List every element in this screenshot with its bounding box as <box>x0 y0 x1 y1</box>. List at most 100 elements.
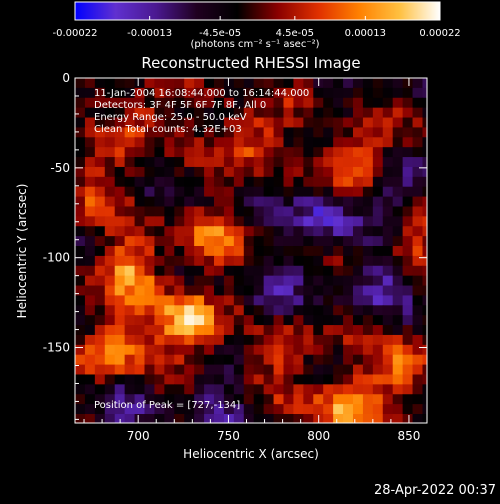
heatmap-cell <box>124 226 136 237</box>
heatmap-cell <box>243 147 255 158</box>
heatmap-cell <box>184 137 195 148</box>
heatmap-cell <box>323 364 334 376</box>
heatmap-cell <box>204 117 215 129</box>
heatmap-cell <box>164 414 175 423</box>
heatmap-cell <box>313 246 324 257</box>
heatmap-cell <box>323 137 334 148</box>
heatmap-cell <box>313 305 324 316</box>
heatmap-cell <box>392 344 404 356</box>
heatmap-cell <box>213 147 225 158</box>
heatmap-cell <box>213 87 225 99</box>
heatmap-cell <box>432 187 443 197</box>
heatmap-cell <box>105 424 116 434</box>
heatmap-cell <box>213 107 225 119</box>
heatmap-cell <box>412 236 424 247</box>
heatmap-cell <box>223 166 235 178</box>
heatmap-cell <box>412 186 424 198</box>
heatmap-cell <box>174 246 185 257</box>
heatmap-cell <box>343 295 354 306</box>
heatmap-cell <box>293 97 304 109</box>
heatmap-cell <box>174 275 185 287</box>
heatmap-cell <box>213 315 225 326</box>
heatmap-cell <box>204 157 215 168</box>
heatmap-cell <box>154 255 165 267</box>
heatmap-cell <box>154 127 165 138</box>
heatmap-cell <box>382 344 394 356</box>
heatmap-cell <box>372 87 384 99</box>
heatmap-cell <box>213 325 225 336</box>
heatmap-cell <box>432 404 443 414</box>
heatmap-cell <box>114 384 126 395</box>
heatmap-cell <box>283 226 295 237</box>
heatmap-cell <box>104 127 116 138</box>
heatmap-cell <box>243 78 255 89</box>
heatmap-cell <box>303 315 314 326</box>
heatmap-cell <box>273 166 285 178</box>
heatmap-cell <box>204 275 215 287</box>
heatmap-cell <box>213 78 225 89</box>
heatmap-cell <box>402 226 414 237</box>
heatmap-cell <box>94 206 106 217</box>
heatmap-cell <box>174 334 185 346</box>
heatmap-cell <box>223 206 235 217</box>
heatmap-cell <box>253 206 265 217</box>
heatmap-cell <box>213 305 225 316</box>
heatmap-cell <box>323 305 334 316</box>
heatmap-cell <box>343 354 354 366</box>
heatmap-cell <box>194 137 205 148</box>
heatmap-cell <box>194 157 205 168</box>
heatmap-cell <box>104 275 116 287</box>
heatmap-cell <box>263 107 275 119</box>
heatmap-cell <box>134 137 146 148</box>
heatmap-cell <box>383 424 394 434</box>
heatmap-cell <box>243 246 255 257</box>
heatmap-cell <box>273 226 285 237</box>
heatmap-cell <box>283 137 295 148</box>
heatmap-cell <box>313 384 324 395</box>
heatmap-cell <box>104 255 116 267</box>
heatmap-cell <box>432 256 443 266</box>
heatmap-cell <box>243 414 255 423</box>
heatmap-cell <box>223 216 235 227</box>
y-tick-label: -150 <box>43 341 70 355</box>
heatmap-cell <box>253 384 265 395</box>
heatmap-cell <box>194 315 205 326</box>
heatmap-cell <box>174 87 185 99</box>
heatmap-cell <box>412 216 424 227</box>
heatmap-cell <box>343 226 354 237</box>
heatmap-cell <box>432 147 443 157</box>
heatmap-cell <box>432 216 443 226</box>
heatmap-cell <box>412 176 424 188</box>
heatmap-cell <box>323 354 334 366</box>
heatmap-cell <box>223 127 235 138</box>
heatmap-cell <box>104 344 116 356</box>
heatmap-cell <box>204 176 215 188</box>
heatmap-cell <box>223 285 235 297</box>
heatmap-cell <box>402 305 414 316</box>
heatmap-cell <box>283 157 295 168</box>
heatmap-cell <box>283 166 295 178</box>
heatmap-cell <box>253 176 265 188</box>
heatmap-cell <box>174 216 185 227</box>
heatmap-cell <box>333 325 344 336</box>
heatmap-cell <box>372 78 384 89</box>
heatmap-cell <box>154 157 165 168</box>
heatmap-cell <box>352 97 364 109</box>
heatmap-cell <box>94 78 106 89</box>
heatmap-cell <box>184 404 195 415</box>
heatmap-cell <box>233 157 245 168</box>
heatmap-cell <box>75 315 86 326</box>
y-tick-labels: 0 -50 -100 -150 <box>43 71 70 355</box>
heatmap-cell <box>124 176 136 188</box>
heatmap-cell <box>194 236 205 247</box>
heatmap-cell <box>194 246 205 257</box>
heatmap-cell <box>432 384 443 394</box>
heatmap-cell <box>382 325 394 336</box>
heatmap-cell <box>362 255 374 267</box>
heatmap-cell <box>263 147 275 158</box>
heatmap-cell <box>75 127 86 138</box>
heatmap-cell <box>233 285 245 297</box>
heatmap-cell <box>352 305 364 316</box>
heatmap-cell <box>313 166 324 178</box>
heatmap-cell <box>124 196 136 208</box>
